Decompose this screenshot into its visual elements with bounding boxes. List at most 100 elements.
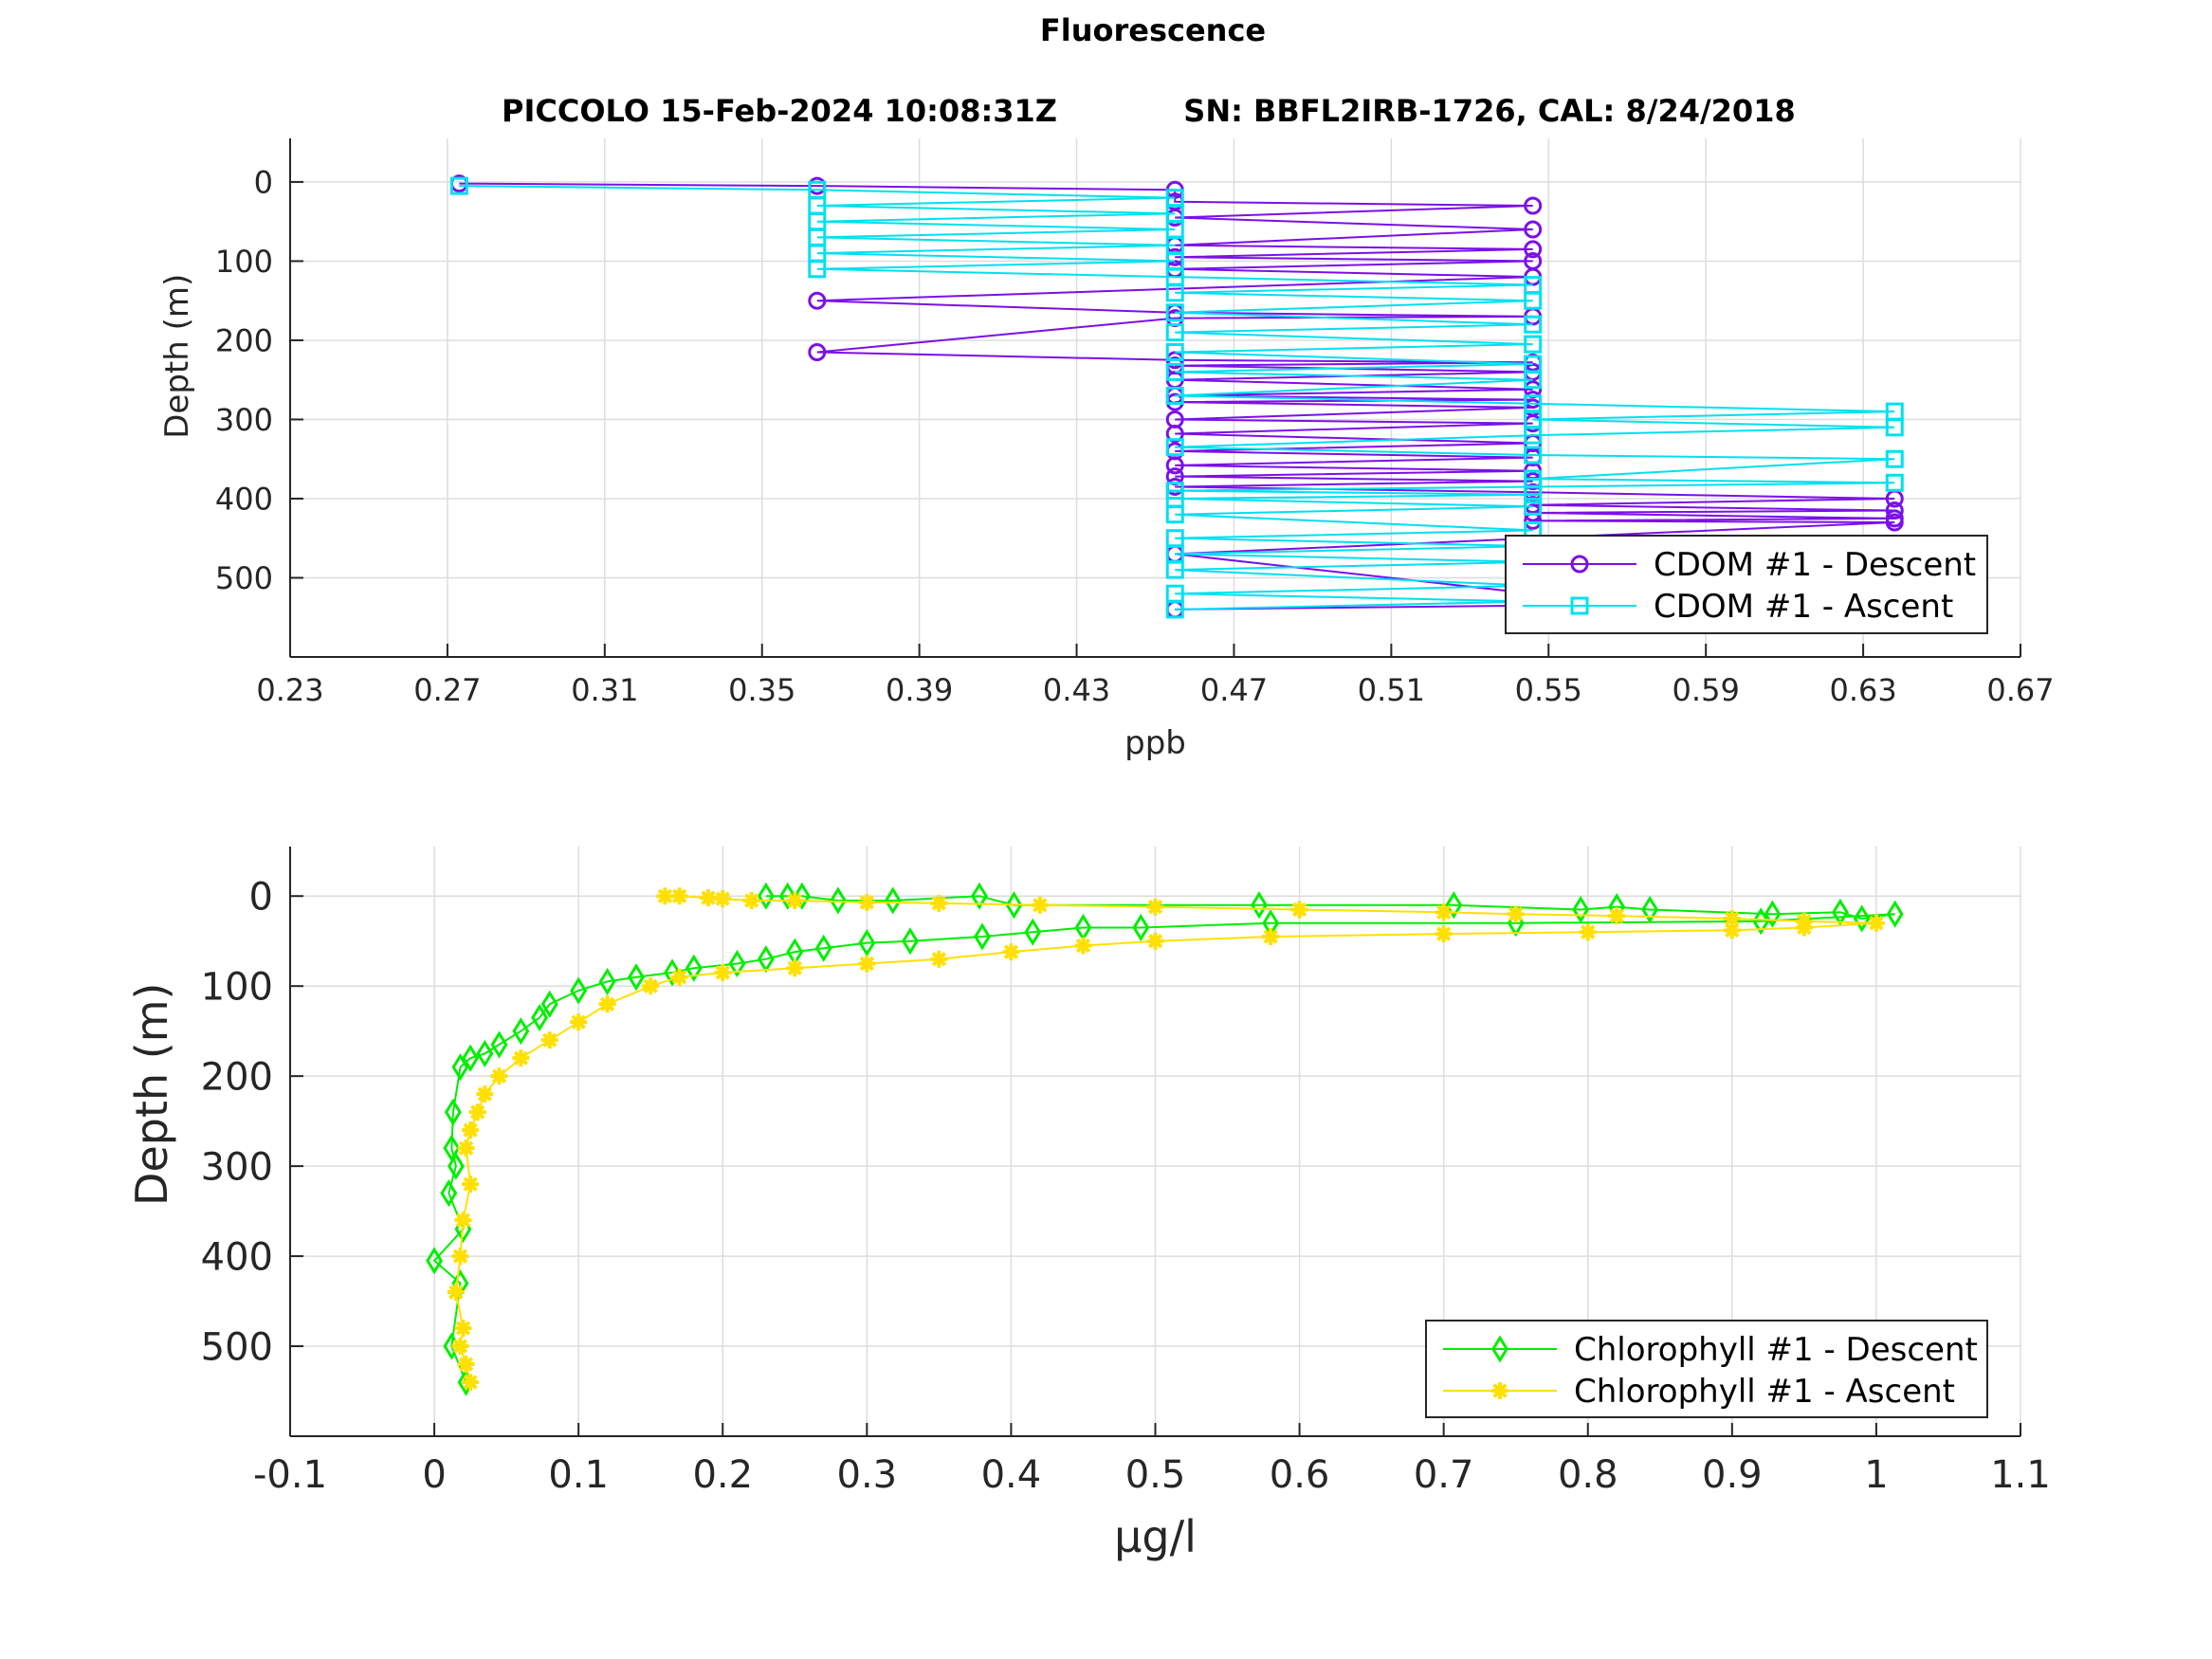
data-point — [786, 891, 804, 909]
data-point — [462, 1374, 480, 1392]
data-point — [1641, 895, 1659, 924]
data-point — [858, 893, 876, 911]
data-point — [1165, 456, 1184, 475]
data-point — [884, 886, 902, 915]
x-tick-label: 0.43 — [1043, 672, 1110, 708]
data-point — [1795, 912, 1813, 930]
y-tick-label: 200 — [201, 1056, 273, 1100]
data-point — [808, 342, 827, 361]
data-point — [728, 949, 746, 978]
data-point — [454, 1320, 472, 1338]
x-tick-label: 0.8 — [1558, 1453, 1618, 1497]
data-point — [447, 1152, 465, 1180]
data-point — [457, 1139, 475, 1158]
x-tick-label: 0.27 — [413, 672, 481, 708]
data-point — [1524, 315, 1543, 334]
data-point — [1524, 355, 1543, 374]
legend-swatch-marker — [1491, 1382, 1508, 1399]
figure-title: Fluorescence — [1040, 12, 1266, 48]
data-point — [808, 180, 827, 199]
series-line — [432, 895, 1895, 1383]
data-point — [447, 1284, 465, 1302]
data-point — [570, 976, 588, 1005]
x-tick-label: 0.55 — [1515, 672, 1582, 708]
data-point — [598, 967, 616, 996]
data-point — [443, 1134, 461, 1162]
data-point — [1074, 937, 1092, 955]
y-tick-label: 0 — [249, 876, 273, 920]
y-tick-label: 400 — [201, 1235, 273, 1279]
data-point — [786, 959, 804, 977]
x-tick-label: 0.63 — [1829, 672, 1896, 708]
data-point — [742, 891, 760, 909]
y-tick-label: 0 — [254, 164, 273, 200]
x-tick-label: 0.3 — [837, 1453, 898, 1497]
data-point — [642, 977, 660, 995]
data-point — [1831, 898, 1849, 926]
legend-swatch-marker — [1570, 555, 1589, 574]
x-tick-label: 0.31 — [571, 672, 638, 708]
data-point — [656, 887, 674, 905]
data-point — [1262, 927, 1280, 945]
data-point — [1524, 497, 1543, 516]
data-point — [1165, 482, 1184, 501]
data-point — [468, 1103, 486, 1121]
data-point — [451, 1248, 469, 1266]
data-point — [670, 887, 688, 905]
x-tick-label: 1 — [1864, 1453, 1888, 1497]
x-tick-label: 0.59 — [1673, 672, 1740, 708]
data-point — [1165, 362, 1184, 381]
y-tick-label: 400 — [215, 481, 273, 517]
data-point — [1435, 925, 1453, 943]
x-tick-label: 0.23 — [256, 672, 323, 708]
data-point — [1524, 394, 1543, 413]
data-point — [1165, 303, 1184, 322]
x-tick-label: 0.35 — [728, 672, 795, 708]
data-point — [1572, 895, 1590, 924]
data-point — [1165, 424, 1184, 443]
data-point — [1031, 896, 1049, 914]
cdom-plot: 0.23 0.27 0.31 0.35 0.39 0.43 0.47 0.51 0.55 0.59… — [158, 138, 2055, 762]
y-axis-label: Depth (m) — [158, 274, 196, 439]
data-point — [598, 995, 616, 1013]
x-axis-label: ppb — [1124, 724, 1186, 762]
data-point — [1885, 449, 1904, 468]
data-point — [1165, 189, 1184, 208]
data-point — [476, 1085, 494, 1103]
data-point — [1146, 932, 1164, 950]
data-point — [570, 1013, 588, 1031]
x-tick-label: 0.47 — [1200, 672, 1268, 708]
data-point — [426, 1247, 444, 1275]
data-point — [714, 963, 732, 981]
legend-entry-label: Chlorophyll #1 - Ascent — [1574, 1373, 1955, 1411]
data-point — [1885, 402, 1904, 421]
data-point — [440, 1179, 458, 1208]
subtitle-right: SN: BBFL2IRB-1726, CAL: 8/24/2018 — [1183, 93, 1795, 129]
subtitle-left: PICCOLO 15-Feb-2024 10:08:31Z — [502, 93, 1057, 129]
x-tick-label: 0.4 — [981, 1453, 1042, 1497]
data-point — [1524, 220, 1543, 239]
data-point — [490, 1030, 508, 1059]
x-tick-label: 1.1 — [1990, 1453, 2051, 1497]
data-point — [714, 890, 732, 908]
data-point — [490, 1067, 508, 1085]
data-point — [1867, 914, 1885, 932]
legend-entry-label: CDOM #1 - Descent — [1654, 546, 1976, 584]
data-point — [1752, 907, 1770, 936]
data-point — [476, 1039, 494, 1067]
data-point — [1524, 335, 1543, 354]
y-tick-label: 300 — [215, 402, 273, 438]
data-point — [1507, 905, 1525, 923]
data-point — [930, 950, 948, 968]
x-tick-label: 0.9 — [1702, 1453, 1763, 1497]
legend-swatch-marker — [1491, 1335, 1508, 1363]
data-point — [457, 1356, 475, 1374]
data-point — [700, 889, 718, 907]
data-point — [1445, 891, 1463, 920]
data-point — [1885, 473, 1904, 492]
data-point — [1886, 900, 1904, 928]
data-point — [970, 882, 988, 910]
data-point — [974, 922, 991, 951]
data-point — [901, 927, 919, 956]
x-axis-label: μg/l — [1114, 1511, 1197, 1562]
